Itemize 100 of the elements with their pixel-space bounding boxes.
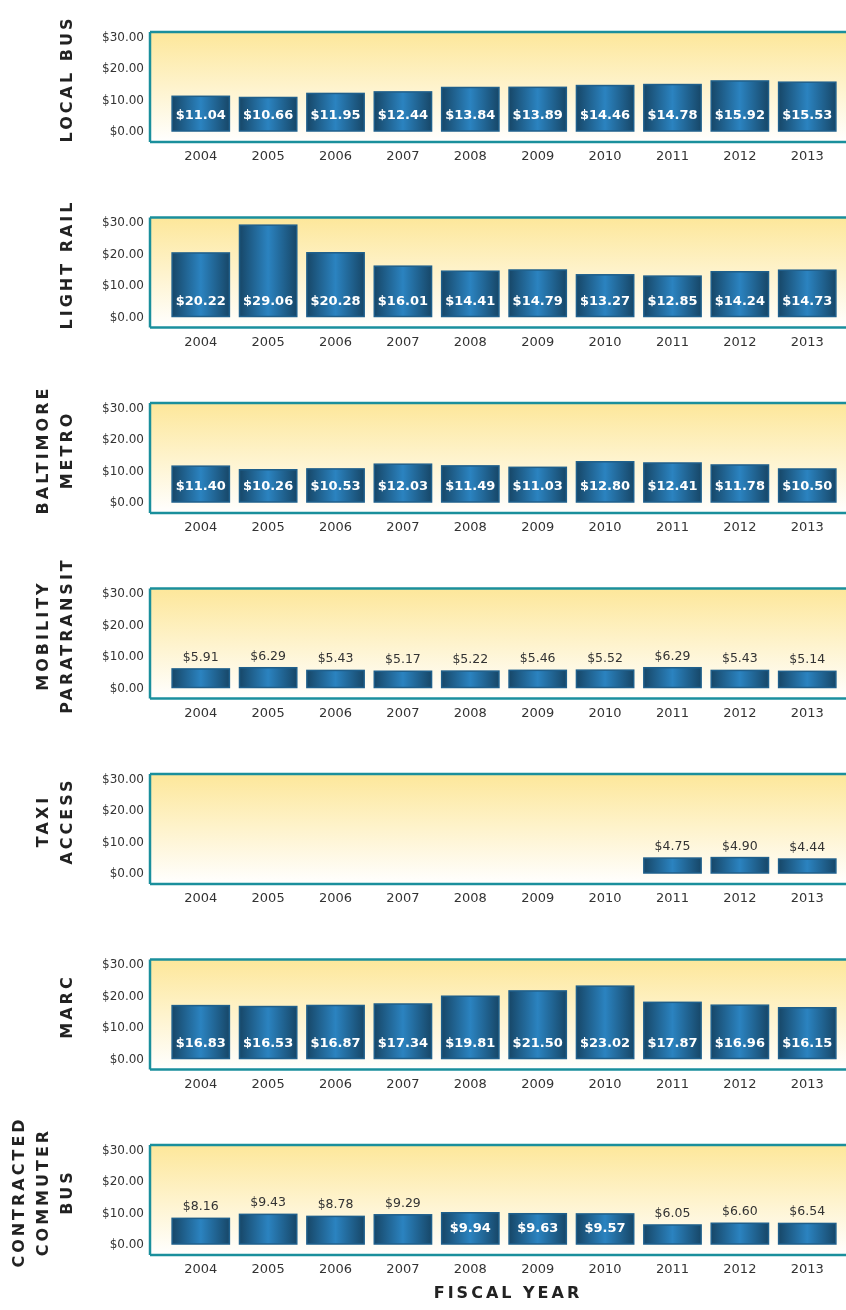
data-label: $5.43	[721, 650, 758, 666]
y-tick-label: $0.00	[109, 1051, 144, 1066]
data-label: $14.46	[580, 107, 631, 122]
bar	[306, 1004, 365, 1060]
data-label: $8.78	[317, 1196, 354, 1212]
x-tick-label: 2005	[251, 333, 285, 349]
x-tick-label: 2008	[453, 1261, 487, 1276]
bar	[575, 985, 635, 1060]
x-tick-label: 2007	[386, 519, 420, 534]
data-label: $19.81	[445, 1034, 496, 1050]
x-tick-label: 2010	[588, 1261, 622, 1276]
x-tick-label: 2006	[318, 1261, 353, 1276]
x-tick-label: 2007	[386, 704, 420, 720]
data-label: $15.53	[782, 107, 833, 122]
data-label: $29.06	[243, 292, 294, 308]
bar	[373, 265, 433, 318]
x-tick-label: 2009	[521, 333, 555, 349]
data-label: $9.94	[449, 1220, 491, 1235]
y-tick-label: $30.00	[102, 215, 144, 230]
y-tick-label: $20.00	[102, 617, 144, 632]
data-label: $17.87	[647, 1034, 698, 1050]
data-label: $6.29	[654, 647, 691, 663]
x-tick-label: 2008	[453, 704, 487, 720]
data-label: $11.95	[310, 107, 361, 122]
x-tick-label: 2007	[386, 890, 420, 905]
bar	[171, 1004, 231, 1060]
x-tick-label: 2009	[521, 519, 555, 534]
x-tick-label: 2012	[723, 1261, 757, 1276]
x-tick-label: 2007	[386, 1075, 420, 1091]
x-tick-label: 2012	[723, 148, 757, 163]
y-tick-label: $10.00	[102, 92, 144, 107]
x-tick-label: 2010	[588, 890, 622, 905]
x-tick-label: 2005	[251, 890, 285, 905]
bar	[171, 1217, 231, 1245]
x-tick-label: 2013	[790, 704, 824, 720]
y-tick-label: $10.00	[102, 834, 144, 849]
data-label: $12.44	[377, 107, 428, 122]
y-axis-title: MARC	[57, 974, 76, 1039]
x-tick-label: 2009	[521, 1261, 555, 1276]
data-label: $15.92	[714, 107, 765, 122]
x-tick-label: 2013	[790, 1261, 824, 1276]
bar	[171, 252, 231, 318]
bar	[777, 269, 837, 318]
bar	[508, 990, 568, 1060]
data-label: $4.75	[654, 838, 691, 854]
data-label: $5.46	[519, 650, 556, 666]
x-tick-label: 2008	[453, 890, 487, 905]
x-tick-label: 2006	[318, 333, 353, 349]
data-label: $16.83	[175, 1034, 226, 1050]
data-label: $14.73	[782, 292, 833, 308]
data-label: $10.53	[310, 478, 361, 493]
y-tick-label: $30.00	[102, 1142, 144, 1157]
x-tick-label: 2004	[184, 1261, 218, 1276]
x-tick-label: 2010	[588, 1075, 622, 1091]
bar	[710, 1004, 770, 1060]
y-axis-title: TAXI ACCESS	[33, 777, 76, 865]
data-label: $5.22	[452, 651, 489, 667]
x-tick-label: 2009	[521, 890, 555, 905]
x-tick-label: 2012	[723, 333, 757, 349]
x-tick-label: 2013	[790, 519, 824, 534]
x-tick-label: 2006	[318, 519, 353, 534]
y-tick-label: $0.00	[109, 866, 144, 881]
data-label: $12.80	[580, 478, 631, 493]
x-tick-label: 2005	[251, 519, 285, 534]
x-tick-label: 2011	[655, 704, 690, 720]
data-label: $5.52	[587, 650, 623, 666]
data-label: $16.01	[377, 292, 428, 308]
x-tick-label: 2013	[790, 890, 824, 905]
data-label: $4.44	[789, 839, 826, 855]
x-tick-label: 2011	[655, 1075, 690, 1091]
x-tick-label: 2006	[318, 704, 353, 720]
x-tick-label: 2004	[184, 1075, 218, 1091]
data-label: $13.84	[445, 107, 496, 122]
data-label: $14.24	[714, 292, 765, 308]
x-tick-label: 2012	[723, 519, 757, 534]
x-tick-label: 2012	[723, 704, 757, 720]
x-tick-label: 2005	[251, 1261, 285, 1276]
bar	[373, 1214, 433, 1245]
bar	[643, 462, 702, 503]
y-axis-title: LOCAL BUS	[57, 15, 76, 143]
data-label: $11.78	[714, 478, 765, 493]
data-label: $5.91	[182, 648, 219, 664]
y-tick-label: $30.00	[102, 586, 144, 601]
x-tick-label: 2009	[521, 148, 555, 163]
data-label: $12.03	[377, 478, 428, 493]
y-axis-title: LIGHT RAIL	[57, 199, 76, 330]
x-tick-label: 2013	[790, 1075, 824, 1091]
x-tick-label: 2011	[655, 1261, 690, 1276]
y-tick-label: $0.00	[109, 1237, 144, 1252]
data-label: $14.78	[647, 107, 698, 122]
y-tick-label: $10.00	[102, 463, 144, 478]
data-label: $14.41	[445, 292, 496, 308]
y-tick-label: $30.00	[102, 29, 144, 44]
data-label: $11.49	[445, 478, 496, 493]
y-tick-label: $20.00	[102, 1174, 144, 1189]
y-tick-label: $0.00	[109, 680, 144, 695]
data-label: $11.03	[512, 478, 563, 493]
data-label: $9.63	[517, 1220, 559, 1235]
x-tick-label: 2004	[184, 890, 218, 905]
data-label: $17.34	[377, 1034, 428, 1050]
